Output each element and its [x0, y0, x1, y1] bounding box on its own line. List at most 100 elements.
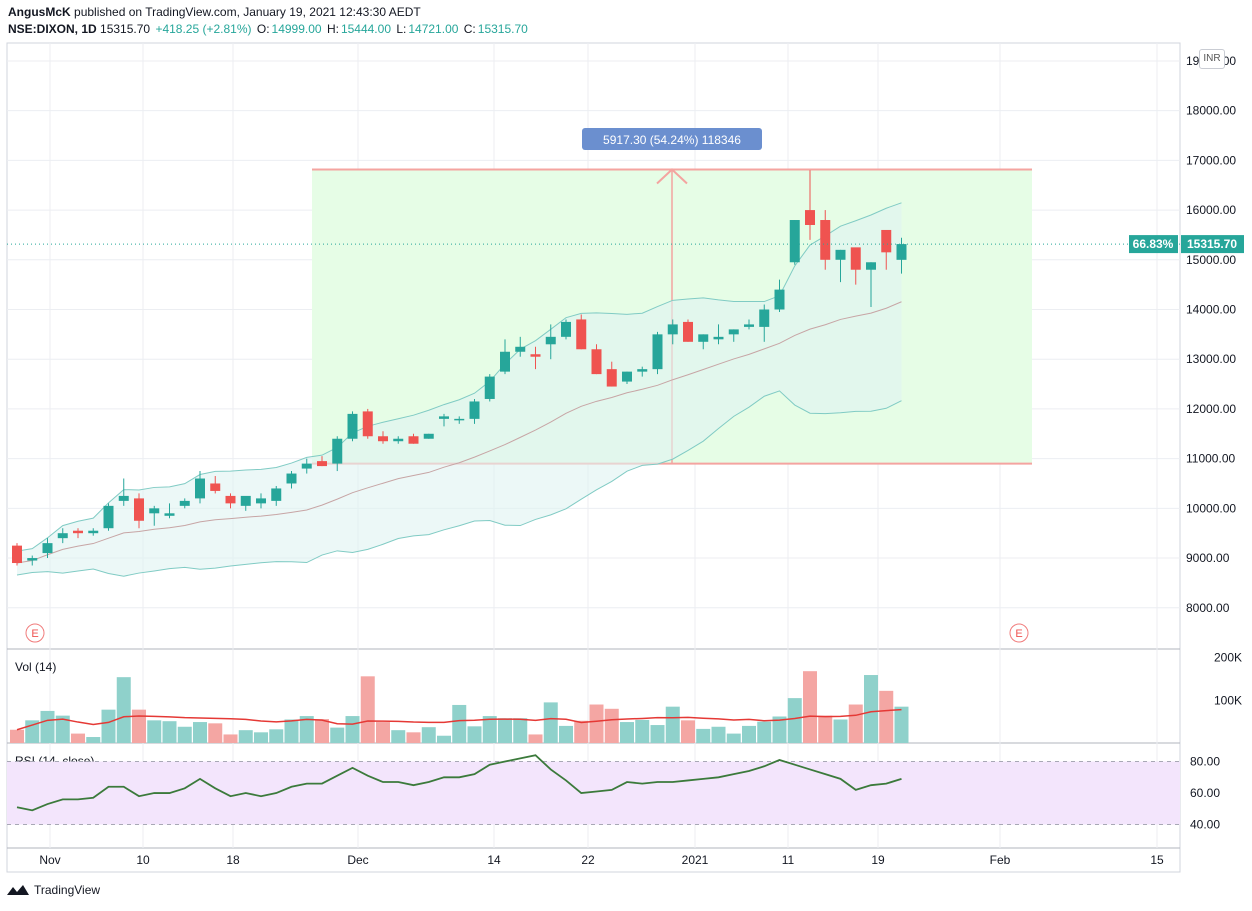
volume-bar: [620, 722, 634, 743]
volume-bar: [742, 725, 756, 743]
volume-bar: [757, 721, 772, 743]
volume-bar: [635, 719, 650, 743]
candle-body: [286, 473, 297, 484]
x-tick-label: 18: [226, 853, 240, 867]
rsi-band: [7, 761, 1180, 825]
candle-body: [393, 438, 404, 442]
volume-bar: [177, 726, 192, 743]
candle-body: [896, 244, 907, 260]
x-tick-label: 10: [136, 853, 150, 867]
candle-body: [149, 508, 160, 514]
candle-body: [698, 334, 709, 342]
volume-bar: [452, 704, 467, 743]
volume-bar: [818, 715, 833, 743]
volume-bar: [208, 723, 223, 743]
ohlc-line: NSE:DIXON, 1D 15315.70 +418.25 (+2.81%) …: [8, 21, 530, 38]
candle-body: [271, 488, 282, 501]
volume-bar: [665, 706, 680, 743]
candle-body: [454, 418, 465, 421]
x-tick-label: 2021: [682, 853, 709, 867]
candle-body: [12, 545, 22, 564]
candle-body: [576, 319, 587, 350]
measure-label-box: [582, 128, 762, 150]
candle-body: [667, 324, 678, 335]
x-tick-label: 22: [581, 853, 595, 867]
candle-body: [332, 438, 343, 464]
x-tick-label: Feb: [990, 853, 1011, 867]
volume-bar: [315, 719, 329, 743]
volume-bar: [193, 722, 207, 743]
publish-line: AngusMcK published on TradingView.com, J…: [8, 4, 530, 21]
earnings-marker: [25, 623, 45, 643]
candle-body: [866, 262, 876, 270]
volume-ma-line: [16, 708, 902, 731]
price-axis-label: 12000.00: [1186, 402, 1236, 416]
candle-body: [622, 371, 632, 382]
candle-body: [881, 229, 892, 253]
volume-bar: [162, 721, 177, 743]
candle-body: [210, 483, 221, 491]
volume-bar: [71, 733, 85, 743]
candle-body: [530, 354, 541, 357]
candle-body: [256, 498, 266, 504]
candle-body: [347, 413, 358, 439]
bb-lower: [16, 390, 902, 577]
candle-body: [835, 249, 846, 260]
candle-body: [42, 543, 53, 554]
candle-body: [805, 210, 815, 225]
candle-body: [683, 321, 693, 342]
bb-basis: [16, 301, 902, 564]
volume-bar: [238, 730, 253, 743]
x-tick-label: Dec: [347, 853, 368, 867]
volume-bar: [482, 716, 497, 743]
candle-body: [469, 401, 480, 419]
earnings-marker-label: E: [1015, 628, 1022, 640]
candle-body: [301, 463, 312, 469]
candle-body: [439, 416, 449, 419]
volume-bar: [589, 704, 604, 743]
pct-badge-label: 66.83%: [1133, 237, 1174, 251]
open-label: O:: [256, 22, 270, 36]
last-price: 15315.70: [100, 22, 151, 36]
candle-body: [500, 351, 510, 372]
publisher-name[interactable]: AngusMcK: [8, 5, 71, 19]
price-axis-label: 17000.00: [1186, 153, 1236, 167]
candle-body: [591, 349, 602, 375]
chart-header: AngusMcK published on TradingView.com, J…: [8, 4, 530, 38]
volume-bar: [787, 698, 802, 743]
candle-body: [545, 336, 556, 345]
bb-upper: [16, 202, 902, 552]
currency-badge[interactable]: INR: [1199, 49, 1225, 69]
candle-body: [57, 533, 68, 539]
volume-bar: [391, 730, 406, 743]
rsi-line: [16, 754, 902, 812]
volume-bar: [559, 725, 573, 743]
candle-body: [408, 436, 419, 444]
price-axis-label: 10000.00: [1186, 501, 1236, 515]
high-label: H:: [326, 22, 339, 36]
volume-bar: [772, 716, 787, 743]
volume-bar: [86, 737, 101, 743]
candle-body: [118, 495, 129, 501]
candle-body: [774, 289, 785, 310]
volume-bar: [345, 716, 360, 743]
volume-bar: [421, 727, 436, 743]
volume-axis-label: 200K: [1214, 651, 1242, 665]
candle-body: [317, 461, 327, 467]
volume-bar: [833, 719, 848, 743]
x-tick-label: 19: [871, 853, 885, 867]
tradingview-logo[interactable]: TradingView: [6, 883, 100, 897]
candle-body: [134, 498, 144, 521]
last-price-badge-label: 15315.70: [1187, 237, 1237, 251]
volume-bar: [604, 708, 619, 743]
x-tick-label: 15: [1150, 853, 1164, 867]
symbol-label[interactable]: NSE:DIXON, 1D: [8, 22, 97, 36]
volume-bar: [40, 710, 55, 743]
rsi-axis-label: 80.00: [1190, 755, 1220, 769]
volume-bar: [147, 720, 162, 743]
volume-bar: [132, 709, 146, 743]
close-value: 15315.70: [477, 22, 528, 36]
candle-body: [789, 220, 800, 263]
volume-bar: [467, 726, 482, 743]
